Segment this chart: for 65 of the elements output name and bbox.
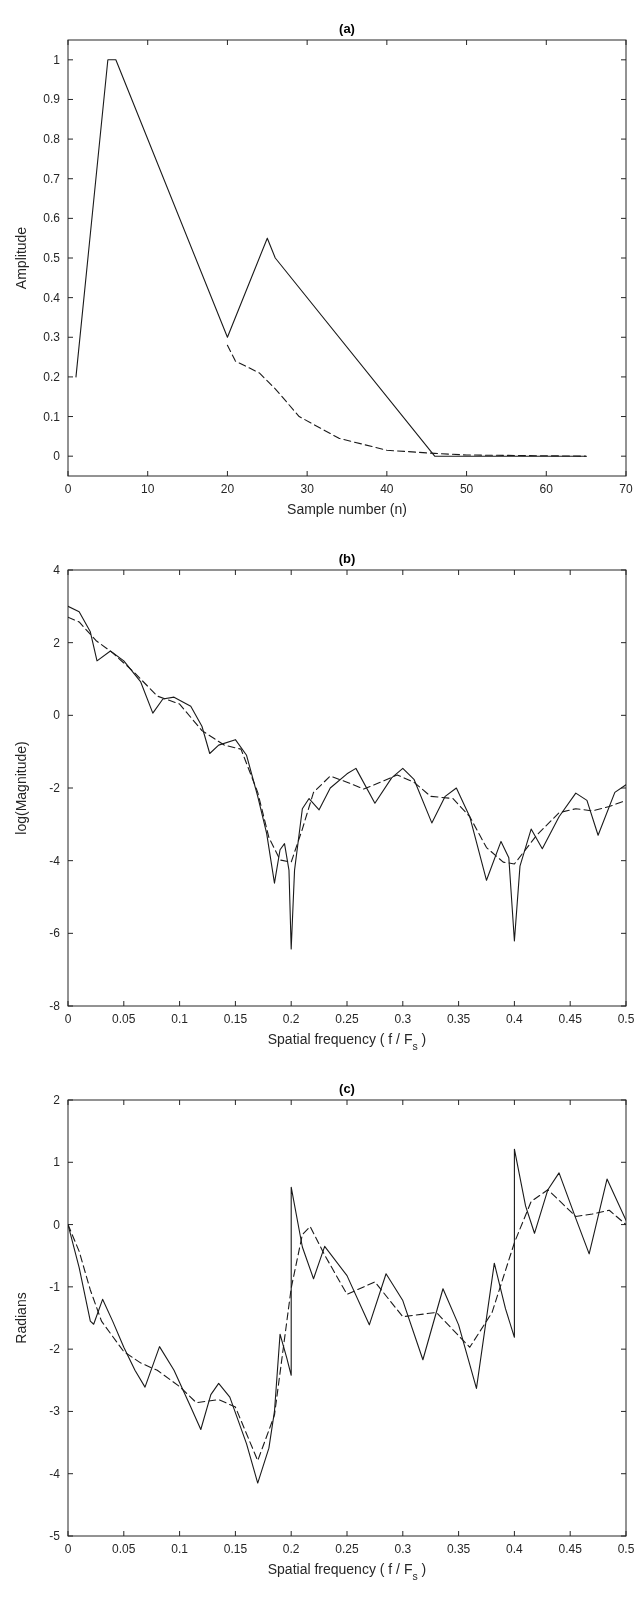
x-tick-label: 10 (141, 482, 155, 496)
y-tick-label: -3 (49, 1404, 61, 1419)
x-tick-label: 0.25 (335, 1542, 359, 1556)
x-axis-title: Spatial frequency ( f / F$_{s}$ ) (267, 1561, 427, 1582)
chart-title: (a) (339, 21, 355, 36)
x-tick-label: 0.5 (617, 1012, 635, 1026)
x-axis-title: Sample number (n) (287, 501, 407, 517)
x-tick-label: 0.05 (112, 1542, 136, 1556)
x-tick-label: 30 (300, 482, 315, 496)
y-tick-label: 0 (53, 1217, 61, 1232)
y-axis-title: log(Magnitude) (13, 741, 29, 835)
x-tick-label: 0.5 (617, 1542, 635, 1556)
x-tick-label: 70 (619, 482, 633, 496)
y-tick-label: 2 (53, 635, 61, 650)
x-tick-label: 0.2 (282, 1012, 300, 1026)
x-tick-label: 0.45 (558, 1542, 583, 1556)
y-tick-label: 0.4 (43, 290, 61, 305)
x-tick-label: 0 (64, 482, 72, 496)
y-tick-label: 0 (53, 708, 61, 723)
x-tick-label: 0.35 (446, 1012, 471, 1026)
y-tick-label: -5 (49, 1529, 61, 1543)
x-tick-label: 0.15 (223, 1542, 248, 1556)
x-tick-label: 0.4 (506, 1542, 524, 1556)
chart-title: (b) (338, 551, 356, 566)
y-tick-label: 4 (53, 563, 61, 577)
x-tick-label: 60 (539, 482, 554, 496)
y-tick-label: 0.2 (43, 369, 61, 384)
x-tick-label: 20 (220, 482, 235, 496)
x-tick-label: 0.05 (112, 1012, 136, 1026)
x-tick-label: 0.4 (506, 1012, 524, 1026)
x-tick-label: 0.1 (171, 1012, 189, 1026)
y-tick-label: 0.1 (43, 409, 61, 424)
y-tick-label: 0.3 (43, 330, 61, 345)
y-tick-label: -1 (49, 1279, 61, 1294)
y-tick-label: -8 (49, 999, 61, 1013)
y-tick-label: 2 (53, 1093, 61, 1107)
y-tick-label: -4 (49, 853, 61, 868)
x-tick-label: 0.3 (394, 1542, 412, 1556)
x-tick-label: 0.2 (282, 1542, 300, 1556)
y-tick-label: -2 (49, 1342, 61, 1357)
x-tick-label: 50 (459, 482, 474, 496)
y-tick-label: 0.9 (43, 92, 61, 107)
x-tick-label: 0.25 (335, 1012, 359, 1026)
x-axis-title: Spatial frequency ( f / F$_{s}$ ) (267, 1031, 427, 1052)
x-tick-label: 0.1 (171, 1542, 189, 1556)
y-tick-label: -4 (49, 1466, 61, 1481)
y-tick-label: 0.7 (43, 171, 61, 186)
x-tick-label: 0.15 (223, 1012, 248, 1026)
y-axis-title: Amplitude (13, 226, 29, 290)
x-tick-label: 0.3 (394, 1012, 412, 1026)
y-tick-label: 0.5 (43, 251, 61, 265)
y-axis-title: Radians (13, 1292, 29, 1344)
y-tick-label: -2 (49, 781, 61, 795)
y-tick-label: 0.6 (43, 211, 61, 226)
y-tick-label: 0 (53, 449, 61, 464)
x-tick-label: 0 (64, 1542, 72, 1556)
x-tick-label: 0.35 (446, 1542, 471, 1556)
y-tick-label: 0.8 (43, 132, 61, 147)
chart-title: (c) (339, 1081, 355, 1096)
x-tick-label: 0.45 (558, 1012, 583, 1026)
x-tick-label: 40 (380, 482, 394, 496)
y-tick-label: 1 (53, 52, 61, 67)
y-tick-label: 1 (53, 1155, 61, 1170)
y-tick-label: -6 (49, 926, 61, 941)
x-tick-label: 0 (64, 1012, 72, 1026)
